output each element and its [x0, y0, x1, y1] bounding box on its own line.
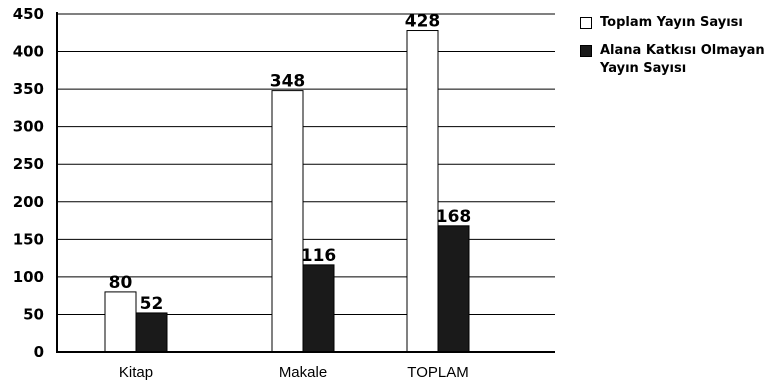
data-label: 80 — [109, 273, 133, 293]
bar-total — [104, 291, 137, 353]
y-axis-ticks: 0 50 100 150 200 250 300 350 400 450 — [13, 5, 44, 361]
legend-label-non-contributing: Alana Katkısı Olmayan Yayın Sayısı — [600, 43, 765, 76]
data-labels: 80 52 348 116 428 168 — [109, 12, 472, 314]
x-category-label: TOPLAM — [407, 364, 468, 381]
y-tick-label: 0 — [34, 343, 44, 361]
bar-total — [271, 90, 304, 353]
gridlines — [57, 13, 555, 315]
y-tick-label: 100 — [13, 268, 44, 286]
legend-item-total: Toplam Yayın Sayısı — [580, 14, 780, 32]
bar-non-contributing — [302, 264, 335, 353]
x-category-label: Kitap — [119, 364, 153, 381]
y-tick-label: 400 — [13, 43, 44, 61]
y-tick-label: 150 — [13, 230, 44, 248]
bar-non-contributing — [437, 225, 470, 353]
legend-swatch-black — [580, 45, 592, 57]
bars — [104, 30, 470, 353]
bar-total — [406, 30, 439, 353]
data-label: 116 — [301, 246, 337, 266]
y-tick-label: 350 — [13, 80, 44, 98]
x-axis-categories: Kitap Makale TOPLAM — [119, 364, 469, 381]
y-tick-label: 300 — [13, 118, 44, 136]
x-category-label: Makale — [279, 364, 327, 381]
y-tick-label: 50 — [23, 305, 44, 323]
legend-item-non-contributing: Alana Katkısı Olmayan Yayın Sayısı — [580, 42, 780, 78]
y-tick-label: 250 — [13, 155, 44, 173]
data-label: 52 — [140, 294, 164, 314]
legend-label-total: Toplam Yayın Sayısı — [600, 15, 743, 30]
data-label: 168 — [436, 207, 472, 227]
bar-non-contributing — [135, 312, 168, 353]
legend-swatch-white — [580, 17, 592, 29]
legend: Toplam Yayın Sayısı Alana Katkısı Olmaya… — [580, 14, 780, 88]
y-tick-label: 200 — [13, 193, 44, 211]
data-label: 428 — [405, 12, 441, 32]
y-tick-label: 450 — [13, 5, 44, 23]
data-label: 348 — [270, 72, 306, 92]
